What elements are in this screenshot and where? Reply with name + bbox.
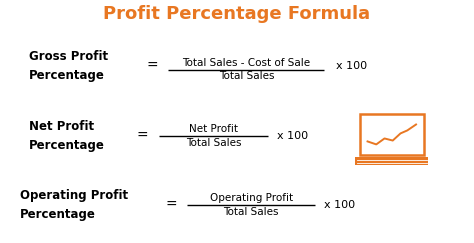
Text: x 100: x 100	[277, 131, 308, 141]
Text: Total Sales - Cost of Sale: Total Sales - Cost of Sale	[182, 58, 310, 68]
Text: Gross Profit: Gross Profit	[29, 50, 108, 63]
Text: Total Sales: Total Sales	[223, 207, 279, 217]
Text: Total Sales: Total Sales	[186, 138, 241, 148]
Text: Total Sales: Total Sales	[219, 71, 274, 81]
Text: x 100: x 100	[324, 200, 356, 210]
Text: Operating Profit: Operating Profit	[210, 193, 293, 203]
Text: Profit Percentage Formula: Profit Percentage Formula	[103, 5, 371, 23]
Text: =: =	[165, 198, 177, 212]
Text: x 100: x 100	[336, 61, 367, 71]
Bar	[360, 114, 424, 155]
Text: Net Profit: Net Profit	[29, 120, 94, 133]
Text: Operating Profit: Operating Profit	[19, 189, 128, 202]
Text: =: =	[137, 129, 148, 143]
Text: Percentage: Percentage	[29, 69, 105, 82]
Bar	[355, 157, 428, 165]
Text: Percentage: Percentage	[29, 139, 105, 152]
Text: Percentage: Percentage	[19, 208, 95, 221]
Text: =: =	[146, 59, 158, 73]
Text: Net Profit: Net Profit	[189, 124, 238, 134]
